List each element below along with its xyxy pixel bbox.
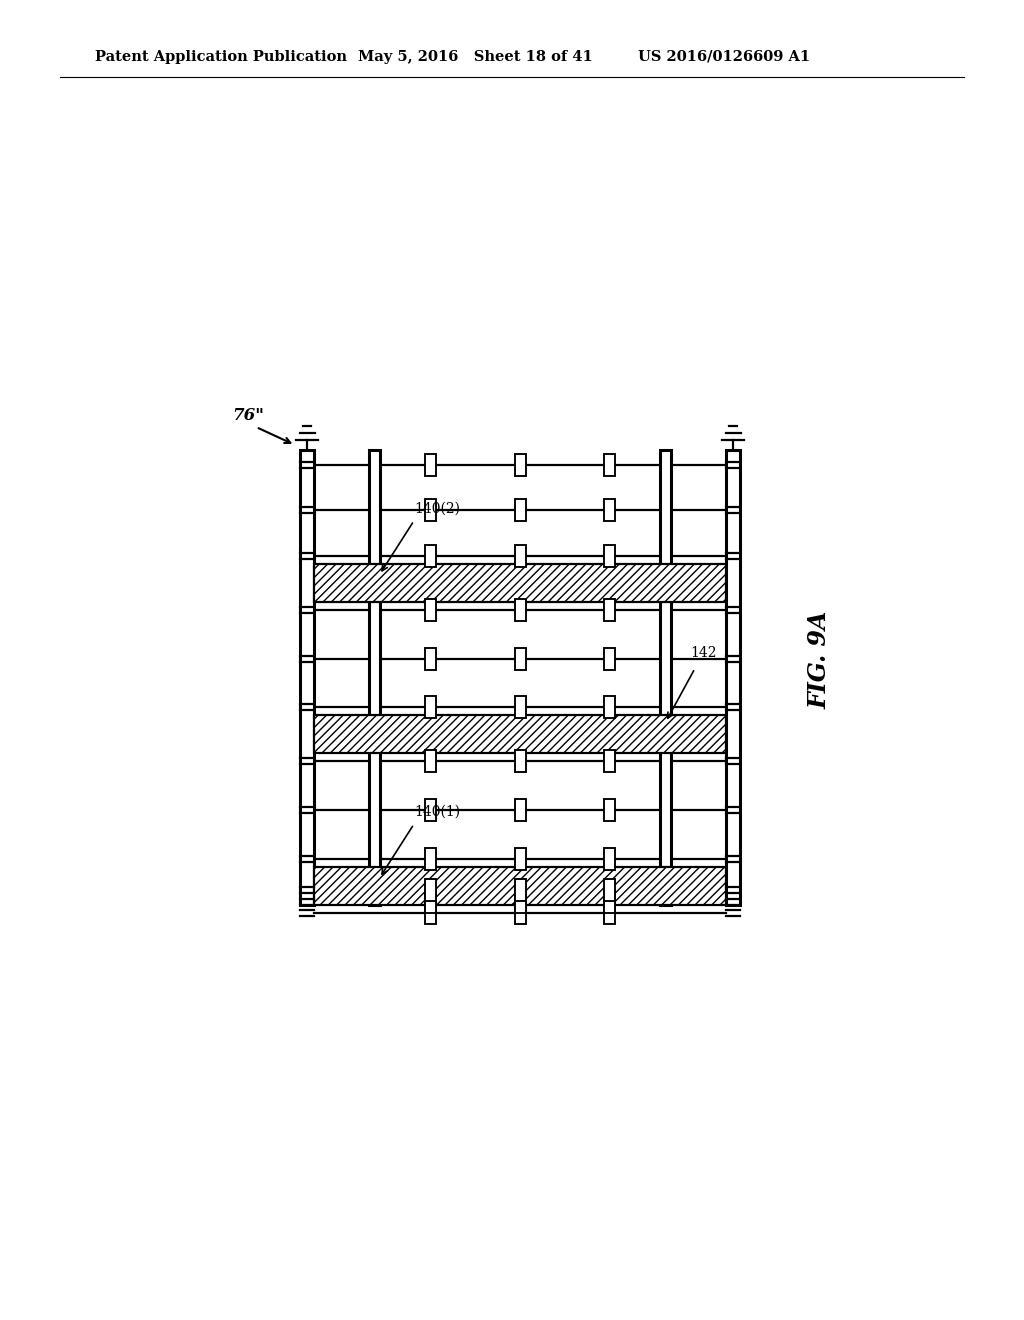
Bar <box>314 715 726 754</box>
Bar <box>314 564 726 602</box>
Bar <box>660 450 671 906</box>
Bar <box>425 891 436 912</box>
Bar <box>514 545 525 566</box>
Bar <box>425 799 436 821</box>
Bar <box>514 599 525 620</box>
Bar <box>425 847 436 870</box>
Bar <box>726 450 740 906</box>
Bar <box>604 499 615 521</box>
Bar <box>604 697 615 718</box>
Bar <box>604 599 615 620</box>
Bar <box>604 648 615 669</box>
Bar <box>425 648 436 669</box>
Bar <box>604 545 615 566</box>
Text: 140(1): 140(1) <box>414 805 460 818</box>
Bar <box>514 750 525 772</box>
Text: FIG. 9A: FIG. 9A <box>808 611 831 709</box>
Bar <box>314 867 726 906</box>
Bar <box>514 697 525 718</box>
Bar <box>300 450 314 906</box>
Text: 142: 142 <box>690 647 717 660</box>
Bar <box>514 891 525 912</box>
Bar <box>514 499 525 521</box>
Bar <box>425 879 436 902</box>
Text: 140(2): 140(2) <box>414 502 460 516</box>
Bar <box>425 750 436 772</box>
Bar <box>425 902 436 924</box>
Bar <box>514 648 525 669</box>
Bar <box>604 799 615 821</box>
Text: Patent Application Publication: Patent Application Publication <box>95 50 347 63</box>
Bar <box>514 799 525 821</box>
Text: 76": 76" <box>232 407 264 424</box>
Bar <box>425 454 436 477</box>
Bar <box>425 697 436 718</box>
Bar <box>604 902 615 924</box>
Bar <box>369 450 380 906</box>
Bar <box>514 879 525 902</box>
Bar <box>425 499 436 521</box>
Bar <box>604 847 615 870</box>
Bar <box>604 750 615 772</box>
Bar <box>604 891 615 912</box>
Bar <box>425 599 436 620</box>
Bar <box>514 902 525 924</box>
Bar <box>514 847 525 870</box>
Bar <box>425 545 436 566</box>
Bar <box>514 454 525 477</box>
Bar <box>604 454 615 477</box>
Text: US 2016/0126609 A1: US 2016/0126609 A1 <box>638 50 810 63</box>
Bar <box>604 879 615 902</box>
Text: May 5, 2016   Sheet 18 of 41: May 5, 2016 Sheet 18 of 41 <box>358 50 593 63</box>
